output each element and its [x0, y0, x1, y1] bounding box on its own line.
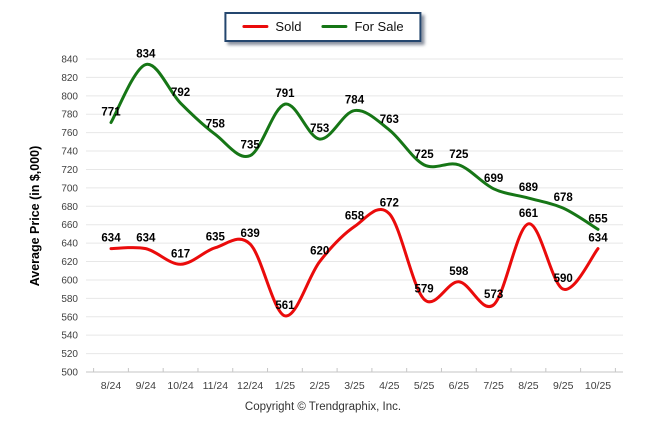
- x-tick-label: 9/25: [553, 380, 574, 392]
- data-label: 658: [345, 211, 365, 223]
- data-label: 598: [449, 266, 469, 278]
- y-tick-label: 840: [61, 55, 78, 66]
- data-label: 573: [484, 289, 503, 301]
- data-label: 639: [241, 228, 260, 240]
- data-label: 634: [588, 233, 608, 245]
- data-label: 771: [101, 107, 121, 119]
- data-label: 699: [484, 173, 503, 185]
- x-tick-label: 4/25: [379, 380, 400, 392]
- data-label: 561: [275, 300, 295, 312]
- y-tick-label: 560: [61, 312, 78, 323]
- y-tick-label: 680: [61, 202, 78, 213]
- data-label: 784: [345, 95, 365, 107]
- legend-item-sold: Sold: [242, 19, 301, 34]
- data-label: 763: [380, 114, 399, 126]
- y-tick-label: 800: [61, 91, 78, 102]
- y-tick-label: 760: [61, 128, 78, 139]
- y-tick-label: 700: [61, 183, 78, 194]
- data-label: 634: [101, 233, 121, 245]
- data-label: 792: [171, 87, 190, 99]
- data-label: 655: [588, 213, 608, 225]
- data-label: 791: [275, 88, 295, 100]
- data-label: 678: [554, 192, 574, 204]
- y-tick-label: 600: [61, 275, 78, 286]
- series-line-for-sale: [109, 63, 600, 231]
- y-tick-label: 820: [61, 73, 78, 84]
- y-tick-label: 740: [61, 147, 78, 158]
- x-tick-label: 5/25: [414, 380, 435, 392]
- y-tick-label: 500: [61, 368, 78, 379]
- legend-label-for-sale: For Sale: [354, 19, 404, 34]
- y-tick-label: 520: [61, 349, 78, 360]
- data-label: 634: [136, 233, 156, 245]
- x-tick-label: 10/24: [167, 380, 193, 392]
- y-tick-label: 780: [61, 110, 78, 121]
- x-tick-label: 11/24: [203, 380, 229, 392]
- data-label: 725: [449, 149, 469, 161]
- data-label: 579: [414, 283, 433, 295]
- copyright-text: Copyright © Trendgraphix, Inc.: [244, 401, 402, 413]
- data-label: 735: [241, 140, 261, 152]
- data-label: 661: [519, 208, 539, 220]
- y-tick-label: 620: [61, 257, 78, 268]
- data-label: 758: [206, 118, 226, 130]
- x-tick-label: 10/25: [585, 380, 611, 392]
- x-tick-label: 7/25: [483, 380, 504, 392]
- y-tick-label: 660: [61, 220, 78, 231]
- data-label: 834: [136, 49, 156, 61]
- sold-line-swatch: [242, 25, 269, 28]
- data-label: 590: [554, 273, 573, 285]
- y-tick-label: 720: [61, 165, 78, 176]
- x-tick-label: 2/25: [309, 380, 330, 392]
- x-tick-label: 8/25: [518, 380, 539, 392]
- data-label: 672: [380, 198, 399, 210]
- data-label: 635: [206, 232, 226, 244]
- x-tick-label: 3/25: [344, 380, 365, 392]
- legend-label-sold: Sold: [275, 19, 302, 34]
- legend-item-for-sale: For Sale: [321, 19, 404, 34]
- x-tick-label: 6/25: [449, 380, 470, 392]
- data-label: 620: [310, 246, 329, 258]
- x-tick-label: 1/25: [275, 380, 296, 392]
- y-tick-label: 580: [61, 294, 78, 305]
- for-sale-line-swatch: [321, 25, 348, 28]
- x-tick-label: 9/24: [136, 380, 157, 392]
- x-tick-label: 8/24: [101, 380, 122, 392]
- y-tick-label: 540: [61, 331, 78, 342]
- x-tick-label: 12/24: [237, 380, 263, 392]
- series-line-sold: [109, 207, 600, 318]
- y-axis-title: Average Price (in $,000): [28, 145, 42, 287]
- data-label: 689: [519, 182, 538, 194]
- data-label: 725: [414, 149, 434, 161]
- chart-legend: Sold For Sale: [224, 12, 422, 42]
- data-label: 753: [310, 123, 329, 135]
- data-label: 617: [171, 248, 190, 260]
- y-tick-label: 640: [61, 239, 78, 250]
